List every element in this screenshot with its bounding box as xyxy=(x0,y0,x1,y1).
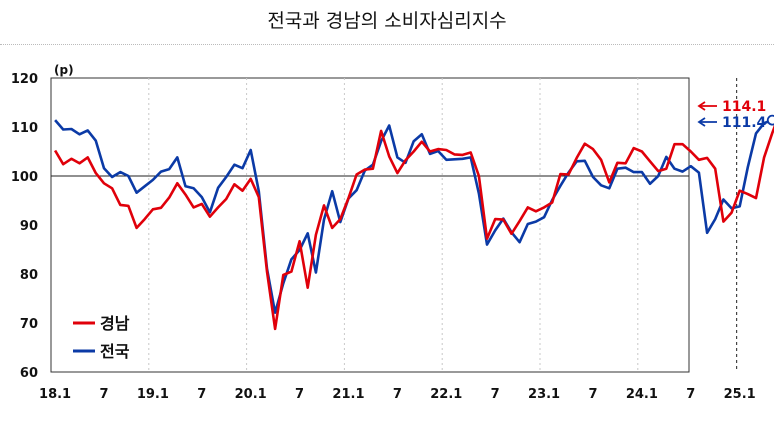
x-tick-label: 25.1 xyxy=(724,387,756,402)
legend-label: 경남 xyxy=(100,314,130,333)
plot-area-frame xyxy=(50,77,690,373)
x-tick-label: 7 xyxy=(491,387,500,402)
end-label-arrowhead xyxy=(697,101,706,111)
y-tick-label: 70 xyxy=(20,317,38,332)
x-tick-label: 7 xyxy=(588,387,597,402)
end-label-arrowhead xyxy=(697,117,706,127)
x-tick-label: 23.1 xyxy=(528,387,560,402)
series-line-national xyxy=(54,118,773,315)
y-tick-label: 100 xyxy=(11,170,38,185)
x-tick-label: 18.1 xyxy=(39,387,71,402)
x-tick-label: 20.1 xyxy=(235,387,267,402)
y-tick-label: 110 xyxy=(11,121,38,136)
x-tick-label: 7 xyxy=(393,387,402,402)
title-divider xyxy=(0,44,774,45)
series-line-gyeongnam xyxy=(53,124,774,331)
y-tick-label: 90 xyxy=(20,219,38,234)
y-tick-label: 80 xyxy=(20,268,38,283)
y-axis-unit-label: (p) xyxy=(54,63,74,77)
vertical-gridlines xyxy=(148,78,639,372)
x-tick-label: 24.1 xyxy=(626,387,658,402)
end-value-label: 111.4 xyxy=(722,115,767,131)
x-tick-label: 7 xyxy=(197,387,206,402)
x-tick-label: 21.1 xyxy=(332,387,364,402)
chart-title: 전국과 경남의 소비자심리지수 xyxy=(267,10,507,32)
x-tick-label: 22.1 xyxy=(430,387,462,402)
end-value-label: 114.1 xyxy=(722,99,766,115)
y-axis-tick-labels: 60 70 80 90 100 110 120 xyxy=(11,72,38,381)
x-tick-label: 7 xyxy=(99,387,108,402)
x-tick-label: 19.1 xyxy=(137,387,169,402)
end-point-marker-national xyxy=(766,114,774,126)
series-layer xyxy=(53,114,774,331)
x-tick-label: 7 xyxy=(295,387,304,402)
legend-label: 전국 xyxy=(100,342,130,361)
y-tick-label: 60 xyxy=(20,366,38,381)
x-tick-label: 7 xyxy=(686,387,695,402)
y-tick-label: 120 xyxy=(11,72,38,87)
